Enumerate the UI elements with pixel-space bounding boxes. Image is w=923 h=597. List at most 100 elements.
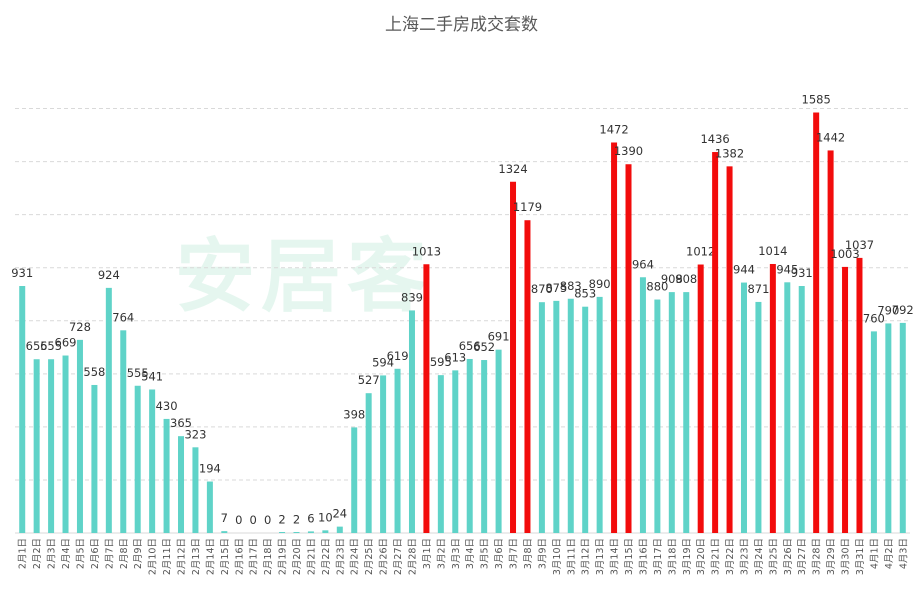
data-label: 194 (199, 462, 221, 476)
data-label: 0 (235, 513, 242, 527)
data-label: 1037 (845, 238, 874, 252)
bar (538, 302, 545, 533)
data-label: 2 (278, 512, 285, 526)
x-tick-label: 3月17日 (653, 538, 664, 575)
data-label: 1012 (686, 245, 715, 259)
bar (351, 427, 358, 533)
x-tick-label: 2月1日 (18, 538, 29, 569)
x-tick-label: 2月11日 (162, 538, 173, 575)
x-tick-label: 3月9日 (537, 538, 548, 569)
x-tick-label: 3月1日 (422, 538, 433, 569)
data-label: 839 (401, 290, 423, 304)
data-label: 655 (40, 339, 62, 353)
data-label: 541 (141, 369, 163, 383)
bar (827, 150, 834, 533)
data-label: 908 (675, 272, 697, 286)
data-label: 1013 (412, 244, 441, 258)
bar (697, 264, 704, 533)
bar (206, 481, 213, 533)
data-label: 1436 (700, 132, 729, 146)
x-tick-label: 2月13日 (191, 538, 202, 575)
data-label: 24 (332, 507, 347, 521)
x-tick-label: 2月14日 (205, 538, 216, 575)
x-tick-label: 4月3日 (898, 538, 909, 569)
bar (466, 358, 473, 533)
x-tick-label: 2月18日 (263, 538, 274, 575)
data-label: 1014 (758, 244, 787, 258)
data-label: 0 (250, 513, 257, 527)
bar (870, 331, 877, 533)
bar (394, 368, 401, 533)
data-label: 1003 (830, 247, 859, 261)
bar (582, 306, 589, 533)
data-label: 931 (791, 266, 813, 280)
bar (192, 447, 199, 533)
x-tick-label: 2月12日 (177, 538, 188, 575)
x-tick-label: 3月10日 (552, 538, 563, 575)
data-label: 853 (574, 287, 596, 301)
data-label: 656 (459, 339, 481, 353)
bar (221, 531, 228, 533)
bar (408, 310, 415, 533)
data-label: 764 (112, 310, 134, 324)
data-label: 728 (69, 320, 91, 334)
bar (105, 287, 112, 533)
x-tick-label: 3月31日 (855, 538, 866, 575)
bar (654, 299, 661, 533)
data-label: 0 (264, 513, 271, 527)
x-tick-label: 2月25日 (364, 538, 375, 575)
x-tick-label: 3月13日 (595, 538, 606, 575)
x-tick-label: 2月7日 (104, 538, 115, 569)
data-label: 691 (488, 330, 510, 344)
data-label: 792 (892, 303, 914, 317)
x-tick-label: 2月22日 (321, 538, 332, 575)
x-tick-label: 3月28日 (812, 538, 823, 575)
x-tick-label: 3月2日 (436, 538, 447, 569)
data-label: 398 (343, 407, 365, 421)
data-label: 1382 (715, 146, 744, 160)
bar (423, 264, 430, 533)
data-label: 790 (877, 303, 899, 317)
bar (899, 322, 906, 533)
bar (726, 166, 733, 534)
bar (668, 292, 675, 533)
x-tick-label: 2月28日 (407, 538, 418, 575)
bar (625, 164, 632, 534)
bar (307, 531, 314, 533)
x-tick-label: 3月18日 (667, 538, 678, 575)
data-label: 10 (318, 510, 333, 524)
x-tick-label: 3月30日 (841, 538, 852, 575)
x-tick-label: 2月4日 (61, 538, 72, 569)
x-tick-label: 2月20日 (292, 538, 303, 575)
x-tick-label: 3月27日 (797, 538, 808, 575)
data-label: 527 (358, 373, 380, 387)
data-label: 1442 (816, 130, 845, 144)
data-label: 594 (372, 355, 394, 369)
x-tick-label: 3月29日 (826, 538, 837, 575)
data-label: 880 (646, 280, 668, 294)
bar (639, 277, 646, 533)
bar (380, 375, 387, 533)
data-label: 619 (387, 349, 409, 363)
x-tick-label: 3月11日 (566, 538, 577, 575)
x-tick-label: 2月8日 (119, 538, 130, 569)
bar (178, 436, 185, 533)
x-tick-label: 2月21日 (306, 538, 317, 575)
data-label: 6 (307, 511, 314, 525)
x-tick-label: 3月6日 (494, 538, 505, 569)
bar (683, 292, 690, 533)
data-label: 760 (863, 311, 885, 325)
data-label: 613 (444, 350, 466, 364)
bar (149, 389, 156, 533)
x-tick-label: 3月23日 (739, 538, 750, 575)
bar (885, 323, 892, 533)
data-label: 1324 (498, 162, 527, 176)
data-label: 964 (632, 257, 654, 271)
x-tick-label: 2月26日 (379, 538, 390, 575)
bar (437, 375, 444, 533)
bar (48, 359, 55, 533)
data-label: 1390 (614, 144, 643, 158)
data-label: 1585 (802, 93, 831, 107)
bar (567, 298, 574, 533)
bar (755, 301, 762, 533)
